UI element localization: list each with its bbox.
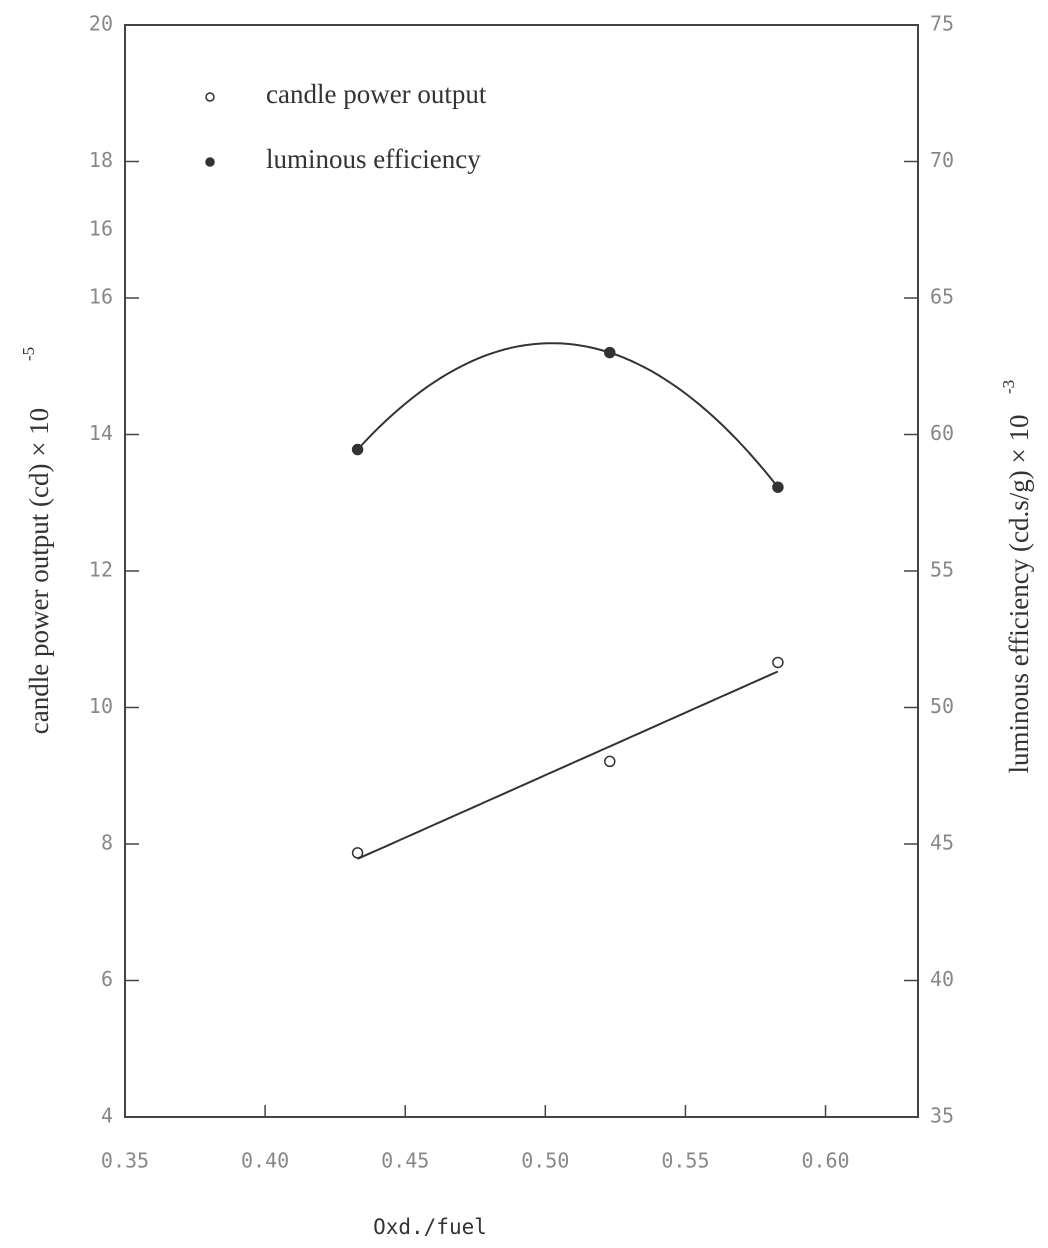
y-tick-label: 14: [89, 421, 113, 445]
y-tick-label: 10: [89, 694, 113, 718]
y-axis-label: candle power output (cd) × 10: [24, 408, 54, 734]
y2-tick-label: 45: [930, 831, 954, 855]
x-tick-label: 0.45: [381, 1149, 429, 1173]
y-tick-label: 12: [89, 558, 113, 582]
y-tick-label: 16: [89, 285, 113, 309]
y2-tick-label: 65: [930, 285, 954, 309]
y2-tick-label: 50: [930, 694, 954, 718]
legend-marker: [205, 92, 215, 102]
fit-curve: [357, 670, 779, 860]
data-point: [772, 656, 784, 669]
plot-frame: [124, 24, 919, 1118]
x-axis-label: Oxd./fuel: [373, 1215, 487, 1239]
y-axis-label-exponent: -5: [19, 347, 38, 361]
y2-axis-label-exponent: -3: [999, 380, 1018, 394]
data-point: [772, 481, 784, 493]
y-tick-label: 6: [101, 967, 113, 991]
annotation: 16: [89, 216, 113, 240]
legend-label: luminous efficiency: [266, 144, 481, 174]
x-tick-label: 0.50: [521, 1149, 569, 1173]
y-tick-label: 8: [101, 831, 113, 855]
data-point: [604, 346, 616, 359]
y2-tick-label: 55: [930, 558, 954, 582]
y2-tick-label: 75: [930, 12, 954, 36]
x-tick-label: 0.40: [241, 1149, 289, 1173]
y2-tick-label: 70: [930, 148, 954, 172]
y-tick-label: 18: [89, 148, 113, 172]
x-tick-label: 0.35: [101, 1149, 149, 1173]
y-tick-label: 4: [101, 1104, 113, 1128]
y2-axis-label: luminous efficiency (cd.s/g) × 10: [1004, 415, 1034, 774]
x-tick-label: 0.60: [801, 1149, 849, 1173]
legend-marker: [205, 157, 215, 167]
x-tick-label: 0.55: [661, 1149, 709, 1173]
y2-tick-label: 60: [930, 421, 954, 445]
data-point: [604, 755, 616, 768]
fit-curve: [356, 342, 779, 488]
data-point: [351, 847, 364, 859]
data-point: [351, 443, 364, 456]
y-axis-title: candle power output (cd) × 10 -5: [19, 347, 54, 734]
y2-tick-label: 35: [930, 1104, 954, 1128]
legend-label: candle power output: [266, 79, 487, 109]
y2-tick-label: 40: [930, 967, 954, 991]
y-tick-label: 20: [89, 12, 113, 36]
y2-axis-title: luminous efficiency (cd.s/g) × 10 -3: [999, 380, 1034, 774]
